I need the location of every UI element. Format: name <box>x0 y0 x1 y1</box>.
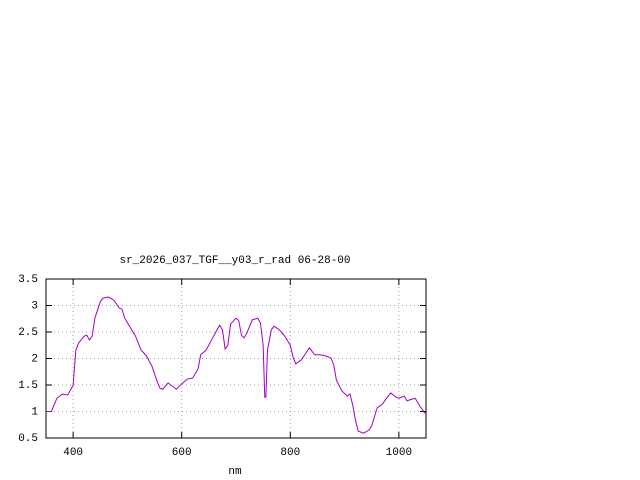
y-tick-label: 1 <box>31 406 38 418</box>
x-tick-label: 800 <box>280 447 300 459</box>
chart-title: sr_2026_037_TGF__y03_r_rad 06-28-00 <box>119 255 350 267</box>
y-tick-label: 0.5 <box>18 433 38 445</box>
data-line <box>46 296 427 434</box>
y-tick-label: 1.5 <box>18 380 38 392</box>
x-tick-label: 1000 <box>386 447 412 459</box>
x-tick-label: 600 <box>172 447 192 459</box>
plot-border <box>45 278 427 439</box>
y-tick-label: 3.5 <box>18 274 38 286</box>
y-tick-label: 2 <box>31 353 38 365</box>
y-tick-label: 2.5 <box>18 327 38 339</box>
y-tick-label: 3 <box>31 300 38 312</box>
x-tick-label: 400 <box>63 447 83 459</box>
x-axis-label: nm <box>228 466 242 478</box>
